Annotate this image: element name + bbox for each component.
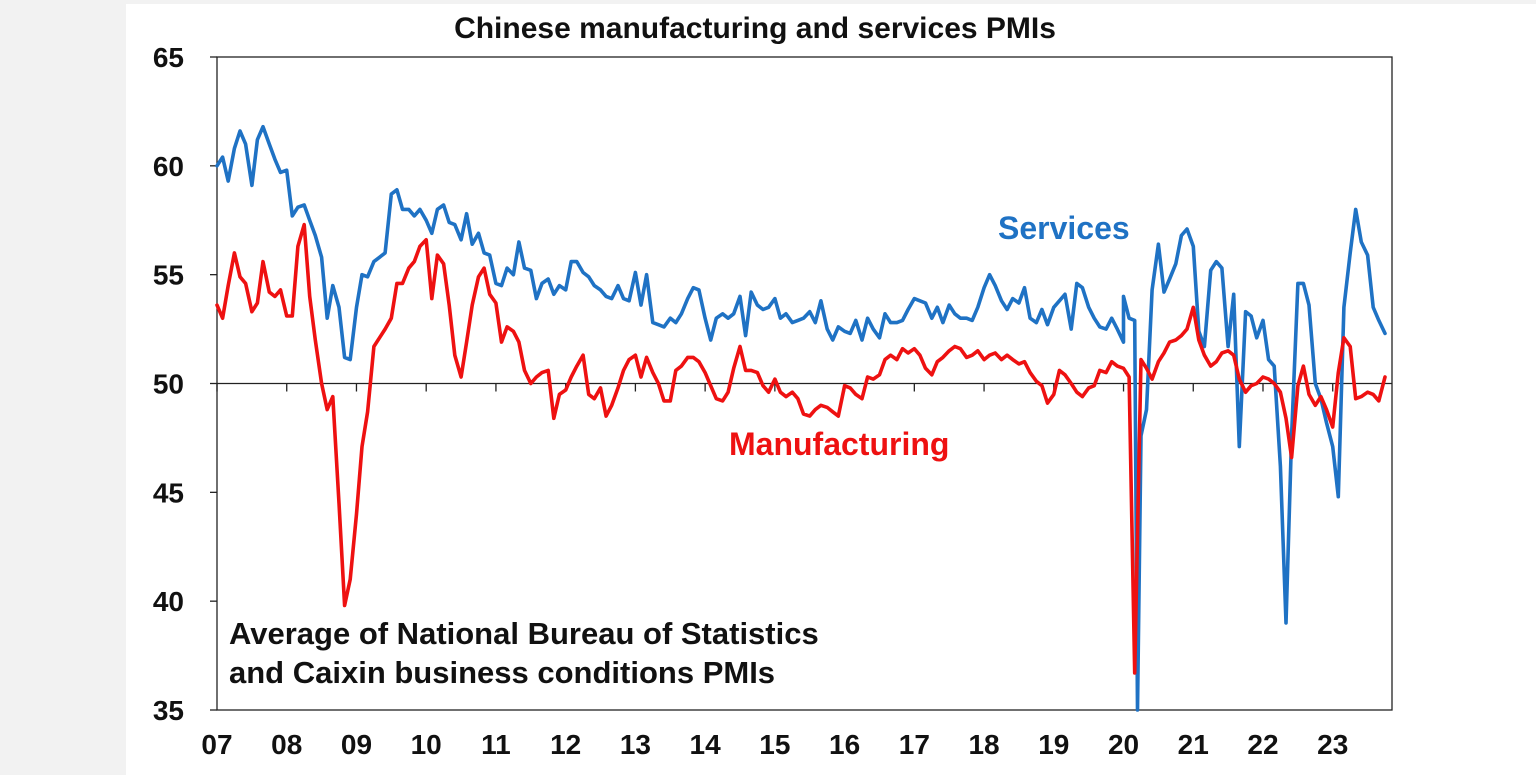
x-tick-label: 09: [341, 729, 372, 760]
x-tick-label: 16: [829, 729, 860, 760]
x-tick-label: 18: [968, 729, 999, 760]
x-tick-label: 10: [411, 729, 442, 760]
y-tick-label: 50: [153, 369, 184, 400]
y-tick-label: 60: [153, 151, 184, 182]
x-tick-label: 11: [481, 729, 511, 760]
y-tick-label: 55: [153, 260, 184, 291]
x-tick-label: 08: [271, 729, 302, 760]
x-tick-label: 12: [550, 729, 581, 760]
x-tick-label: 19: [1038, 729, 1069, 760]
y-tick-label: 40: [153, 586, 184, 617]
left-margin-strip: [0, 0, 126, 775]
manufacturing-series-label: Manufacturing: [729, 426, 949, 462]
x-tick-label: 20: [1108, 729, 1139, 760]
top-margin-strip: [126, 0, 1536, 4]
y-tick-label: 45: [153, 477, 184, 508]
series-layer: [215, 124, 1387, 712]
x-tick-label: 14: [690, 729, 722, 760]
x-tick-label: 07: [201, 729, 232, 760]
manufacturing-line: [215, 222, 1387, 675]
x-tick-label: 17: [899, 729, 930, 760]
chart-title: Chinese manufacturing and services PMIs: [454, 12, 1056, 45]
y-tick-label: 65: [153, 42, 184, 73]
y-tick-label: 35: [153, 695, 184, 726]
services-line: [215, 124, 1387, 712]
chart-note-line-1: Average of National Bureau of Statistics: [229, 616, 819, 651]
x-tick-label: 15: [759, 729, 790, 760]
x-tick-label: 22: [1247, 729, 1278, 760]
chart-note-line-2: and Caixin business conditions PMIs: [229, 655, 775, 690]
services-series-label: Services: [998, 210, 1130, 246]
x-tick-label: 13: [620, 729, 651, 760]
x-tick-label: 21: [1178, 729, 1209, 760]
x-tick-label: 23: [1317, 729, 1348, 760]
axes-layer: 35 40 45 50 55 60 65 07 08 09 10 11 12 13 14 15 16 17 18 19…: [153, 42, 1393, 760]
